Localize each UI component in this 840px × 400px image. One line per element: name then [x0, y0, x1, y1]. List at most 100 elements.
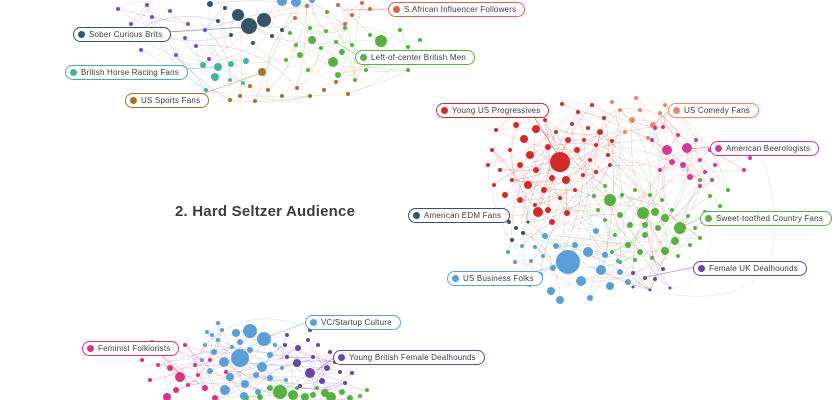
graph-node[interactable] — [549, 219, 555, 225]
graph-node[interactable] — [554, 130, 558, 134]
graph-node[interactable] — [231, 349, 249, 367]
graph-node[interactable] — [676, 254, 680, 258]
graph-node[interactable] — [328, 350, 332, 354]
audience-label-american-beerologists[interactable]: American Beerologists — [710, 141, 820, 156]
graph-node[interactable] — [633, 188, 637, 192]
graph-node[interactable] — [637, 207, 649, 219]
graph-node[interactable] — [682, 143, 692, 153]
graph-node[interactable] — [295, 86, 299, 90]
graph-node[interactable] — [230, 345, 234, 349]
graph-node[interactable] — [603, 218, 607, 222]
graph-node[interactable] — [311, 355, 315, 359]
graph-node[interactable] — [339, 49, 345, 55]
graph-node[interactable] — [220, 385, 230, 395]
graph-node[interactable] — [219, 357, 229, 367]
graph-node[interactable] — [310, 392, 316, 398]
graph-node[interactable] — [353, 78, 357, 82]
graph-node[interactable] — [642, 232, 648, 238]
graph-node[interactable] — [526, 220, 530, 224]
graph-node[interactable] — [586, 126, 590, 130]
graph-node[interactable] — [671, 237, 679, 245]
graph-node[interactable] — [688, 243, 692, 247]
graph-node[interactable] — [284, 58, 288, 62]
graph-node[interactable] — [205, 330, 209, 334]
graph-node[interactable] — [186, 22, 190, 26]
graph-node[interactable] — [334, 80, 338, 84]
graph-node[interactable] — [186, 383, 190, 387]
graph-node[interactable] — [718, 204, 722, 208]
graph-node[interactable] — [245, 396, 249, 400]
graph-node[interactable] — [698, 184, 702, 188]
graph-node[interactable] — [270, 34, 274, 38]
audience-label-left-of-center-british-men[interactable]: Left-of-center British Men — [355, 50, 476, 65]
graph-node[interactable] — [631, 285, 635, 289]
graph-node[interactable] — [207, 1, 213, 7]
graph-node[interactable] — [139, 48, 143, 52]
graph-node[interactable] — [524, 181, 532, 189]
graph-node[interactable] — [257, 362, 267, 372]
graph-node[interactable] — [241, 18, 257, 34]
graph-node[interactable] — [562, 176, 570, 184]
graph-node[interactable] — [638, 108, 642, 112]
graph-node[interactable] — [140, 358, 144, 362]
graph-node[interactable] — [325, 10, 329, 14]
graph-node[interactable] — [596, 208, 600, 212]
audience-label-young-us-progressives[interactable]: Young US Progressives — [436, 103, 550, 118]
graph-node[interactable] — [294, 43, 298, 47]
graph-node[interactable] — [338, 370, 342, 374]
graph-node[interactable] — [693, 226, 697, 230]
graph-node[interactable] — [214, 63, 222, 71]
graph-node[interactable] — [267, 352, 273, 358]
audience-label-female-uk-dealhounds[interactable]: Female UK Dealhounds — [693, 261, 807, 276]
graph-node[interactable] — [241, 380, 249, 388]
audience-label-feminist-folklorists[interactable]: Feminist Folklorists — [82, 341, 180, 356]
graph-node[interactable] — [173, 387, 179, 393]
graph-node[interactable] — [194, 44, 198, 48]
graph-node[interactable] — [669, 159, 675, 165]
graph-node[interactable] — [335, 72, 341, 78]
graph-node[interactable] — [368, 33, 372, 37]
audience-label-vc-startup-culture[interactable]: VC/Startup Culture — [305, 315, 401, 330]
graph-node[interactable] — [316, 343, 320, 347]
graph-node[interactable] — [513, 260, 517, 264]
graph-node[interactable] — [350, 13, 354, 17]
audience-label-us-sports-fans[interactable]: US Sports Fans — [125, 93, 210, 108]
graph-node[interactable] — [116, 7, 120, 11]
graph-node[interactable] — [521, 231, 525, 235]
graph-node[interactable] — [334, 40, 338, 44]
graph-node[interactable] — [305, 4, 309, 8]
graph-node[interactable] — [629, 117, 635, 123]
graph-node[interactable] — [322, 88, 326, 92]
graph-node[interactable] — [324, 29, 328, 33]
graph-node[interactable] — [343, 22, 347, 26]
graph-node[interactable] — [513, 122, 519, 128]
graph-node[interactable] — [661, 267, 665, 271]
graph-node[interactable] — [663, 103, 667, 107]
graph-node[interactable] — [686, 214, 690, 218]
graph-node[interactable] — [285, 333, 289, 337]
graph-node[interactable] — [255, 389, 261, 395]
graph-node[interactable] — [553, 243, 559, 249]
graph-node[interactable] — [207, 57, 211, 61]
graph-node[interactable] — [510, 238, 514, 242]
graph-node[interactable] — [212, 395, 218, 400]
graph-node[interactable] — [617, 269, 623, 275]
graph-node[interactable] — [620, 193, 624, 197]
graph-node[interactable] — [258, 68, 266, 76]
graph-node[interactable] — [606, 153, 610, 157]
graph-node[interactable] — [284, 378, 288, 382]
graph-node[interactable] — [168, 9, 172, 13]
graph-node[interactable] — [167, 365, 173, 371]
graph-node[interactable] — [576, 276, 586, 286]
graph-node[interactable] — [243, 58, 249, 64]
graph-node[interactable] — [542, 233, 548, 239]
graph-node[interactable] — [288, 31, 292, 35]
graph-node[interactable] — [507, 220, 511, 224]
graph-node[interactable] — [726, 188, 730, 192]
graph-node[interactable] — [339, 389, 345, 395]
graph-node[interactable] — [319, 46, 323, 50]
graph-node[interactable] — [572, 242, 578, 248]
graph-node[interactable] — [253, 99, 257, 103]
graph-node[interactable] — [193, 363, 197, 367]
graph-node[interactable] — [280, 94, 284, 98]
